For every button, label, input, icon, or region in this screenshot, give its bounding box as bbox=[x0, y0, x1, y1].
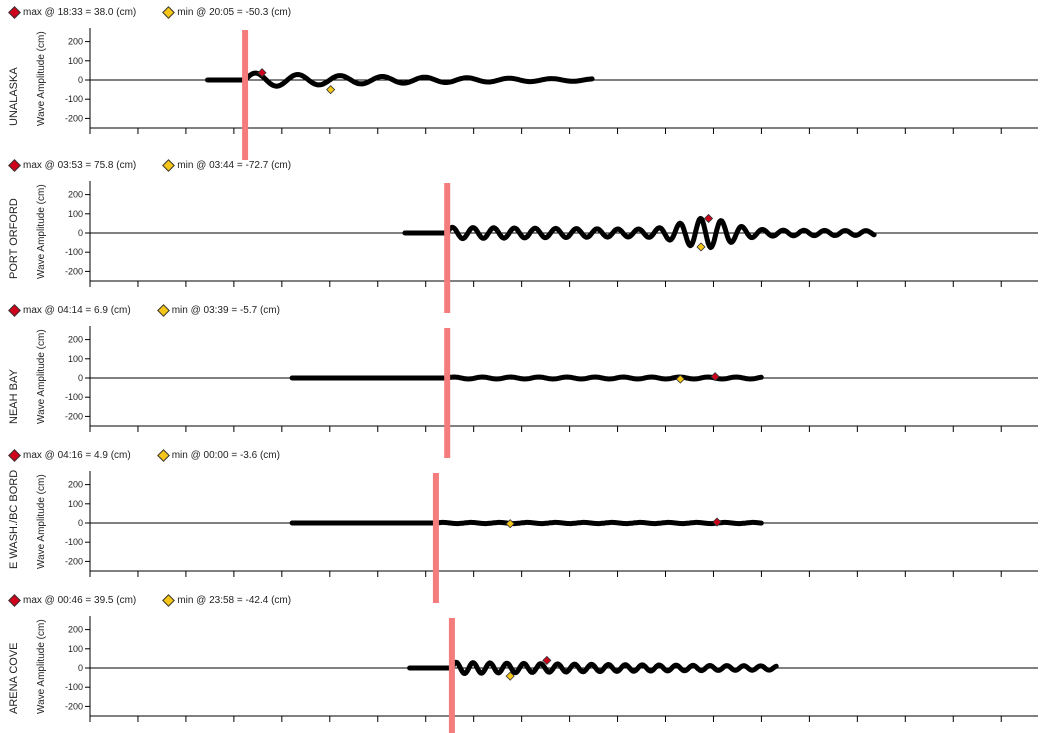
waveform-series bbox=[205, 70, 595, 89]
legend-item-min: min @ 00:00 = -3.6 (cm) bbox=[156, 448, 280, 462]
legend-max-text: max @ 00:46 = 39.5 (cm) bbox=[23, 594, 137, 606]
legend-max-text: max @ 04:16 = 4.9 (cm) bbox=[23, 449, 131, 461]
arrival-time-marker bbox=[444, 328, 451, 458]
plot-svg: 200 100 0 -100 -200 bbox=[65, 181, 1038, 313]
min-point-marker bbox=[675, 374, 685, 384]
arrival-time-marker bbox=[444, 183, 451, 313]
legend-item-max: max @ 00:46 = 39.5 (cm) bbox=[8, 593, 137, 607]
y-tick-label: -200 bbox=[65, 411, 83, 421]
y-tick-label: 100 bbox=[68, 644, 83, 654]
legend-item-max: max @ 18:33 = 38.0 (cm) bbox=[8, 5, 137, 19]
legend-max-text: max @ 04:14 = 6.9 (cm) bbox=[23, 304, 131, 316]
y-tick-label: 0 bbox=[78, 373, 83, 383]
legend-max-text: max @ 03:53 = 75.8 (cm) bbox=[23, 159, 137, 171]
legend-item-max: max @ 03:53 = 75.8 (cm) bbox=[8, 158, 137, 172]
y-tick-label: -100 bbox=[65, 392, 83, 402]
y-tick-label: 200 bbox=[68, 190, 83, 200]
arrival-time-marker bbox=[242, 30, 249, 160]
y-tick-label: 200 bbox=[68, 480, 83, 490]
legend-item-max: max @ 04:16 = 4.9 (cm) bbox=[8, 448, 131, 462]
waveform-series bbox=[289, 374, 764, 382]
y-tick-label: 200 bbox=[68, 335, 83, 345]
waveform-series bbox=[289, 519, 764, 527]
plot-svg: 200 100 0 -100 -200 bbox=[65, 28, 1038, 160]
y-tick-label: 100 bbox=[68, 354, 83, 364]
station-panel: max @ 04:14 = 6.9 (cm) min @ 03:39 = -5.7… bbox=[0, 298, 1043, 458]
y-tick-label: 0 bbox=[78, 75, 83, 85]
plot-svg: 200 100 0 -100 -200 bbox=[65, 326, 1038, 458]
min-point-marker bbox=[696, 242, 706, 252]
arrival-time-marker bbox=[432, 473, 439, 603]
y-tick-label: 0 bbox=[78, 228, 83, 238]
station-panel: max @ 00:46 = 39.5 (cm) min @ 23:58 = -42… bbox=[0, 588, 1043, 733]
legend-min-text: min @ 03:39 = -5.7 (cm) bbox=[171, 304, 280, 316]
y-tick-label: 200 bbox=[68, 37, 83, 47]
y-tick-label: 200 bbox=[68, 625, 83, 635]
y-tick-label: -200 bbox=[65, 701, 83, 711]
max-point-marker bbox=[710, 372, 720, 382]
legend: max @ 03:53 = 75.8 (cm) min @ 03:44 = -72… bbox=[8, 157, 311, 173]
max-point-marker bbox=[542, 655, 552, 665]
legend: max @ 04:16 = 4.9 (cm) min @ 00:00 = -3.6… bbox=[8, 447, 300, 463]
legend-item-min: min @ 03:39 = -5.7 (cm) bbox=[156, 303, 280, 317]
legend-item-max: max @ 04:14 = 6.9 (cm) bbox=[8, 303, 131, 317]
max-point-marker bbox=[712, 517, 722, 527]
legend: max @ 04:14 = 6.9 (cm) min @ 03:39 = -5.7… bbox=[8, 302, 300, 318]
y-tick-label: -100 bbox=[65, 537, 83, 547]
legend-item-min: min @ 03:44 = -72.7 (cm) bbox=[162, 158, 292, 172]
waveform-series bbox=[402, 215, 877, 250]
y-tick-label: -100 bbox=[65, 682, 83, 692]
station-panel: max @ 18:33 = 38.0 (cm) min @ 20:05 = -50… bbox=[0, 0, 1043, 160]
waveform-series bbox=[407, 659, 779, 676]
min-point-marker bbox=[505, 519, 515, 529]
legend-min-text: min @ 03:44 = -72.7 (cm) bbox=[177, 159, 292, 171]
legend-min-text: min @ 23:58 = -42.4 (cm) bbox=[177, 594, 292, 606]
y-tick-label: 0 bbox=[78, 663, 83, 673]
y-tick-label: -200 bbox=[65, 113, 83, 123]
legend-max-text: max @ 18:33 = 38.0 (cm) bbox=[23, 6, 137, 18]
max-point-marker bbox=[703, 213, 714, 224]
station-panel: max @ 03:53 = 75.8 (cm) min @ 03:44 = -72… bbox=[0, 153, 1043, 313]
y-tick-label: 100 bbox=[68, 499, 83, 509]
y-tick-label: -100 bbox=[65, 94, 83, 104]
y-tick-label: 100 bbox=[68, 209, 83, 219]
y-tick-label: -200 bbox=[65, 556, 83, 566]
y-tick-label: 100 bbox=[68, 56, 83, 66]
legend: max @ 00:46 = 39.5 (cm) min @ 23:58 = -42… bbox=[8, 592, 311, 608]
legend-min-text: min @ 20:05 = -50.3 (cm) bbox=[177, 6, 292, 18]
y-tick-label: 0 bbox=[78, 518, 83, 528]
arrival-time-marker bbox=[448, 618, 455, 733]
min-point-marker bbox=[505, 671, 515, 681]
min-point-marker bbox=[326, 85, 336, 95]
legend: max @ 18:33 = 38.0 (cm) min @ 20:05 = -50… bbox=[8, 4, 311, 20]
legend-min-text: min @ 00:00 = -3.6 (cm) bbox=[171, 449, 280, 461]
legend-item-min: min @ 20:05 = -50.3 (cm) bbox=[162, 5, 292, 19]
plot-svg: 200 100 0 -100 -200 bbox=[65, 616, 1038, 733]
y-tick-label: -100 bbox=[65, 247, 83, 257]
y-tick-label: -200 bbox=[65, 266, 83, 276]
station-panel: max @ 04:16 = 4.9 (cm) min @ 00:00 = -3.6… bbox=[0, 443, 1043, 603]
max-point-marker bbox=[257, 68, 267, 78]
plot-svg: 200 100 0 -100 -200 bbox=[65, 471, 1038, 603]
legend-item-min: min @ 23:58 = -42.4 (cm) bbox=[162, 593, 292, 607]
